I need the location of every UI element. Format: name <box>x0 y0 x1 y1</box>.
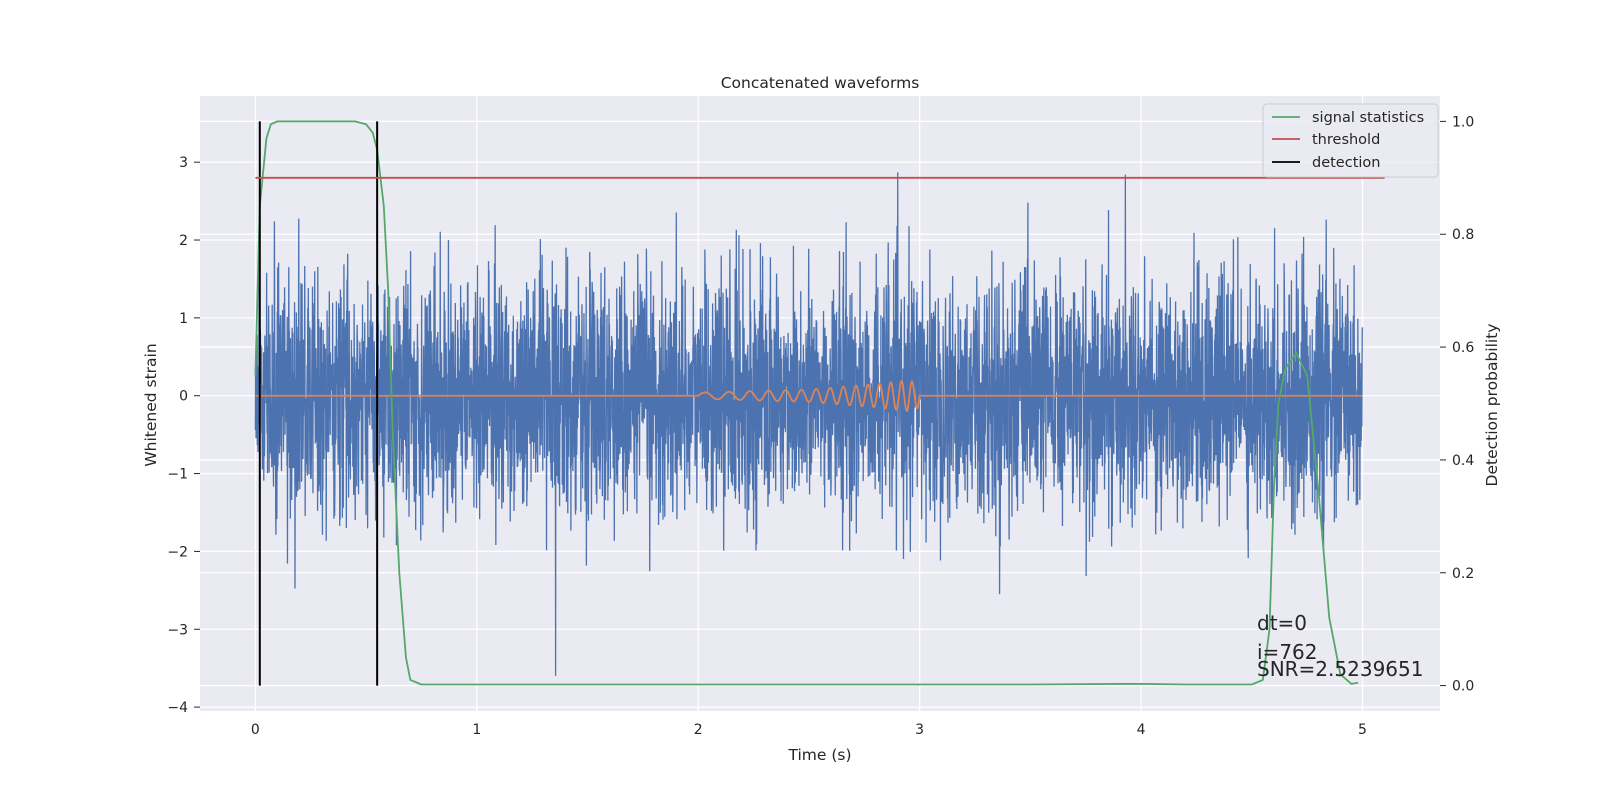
x-tick-label: 2 <box>694 722 703 738</box>
y-left-tick-label: 2 <box>179 233 188 249</box>
legend-label-threshold: threshold <box>1312 132 1380 148</box>
annotation-dt: dt=0 <box>1257 611 1307 635</box>
y-right-tick-label: 0.4 <box>1452 453 1474 469</box>
y-right-tick-label: 1.0 <box>1452 114 1474 130</box>
y-left-tick-label: −4 <box>167 700 188 716</box>
y-right-tick-label: 0.2 <box>1452 566 1474 582</box>
y-left-tick-label: −1 <box>167 467 188 483</box>
x-tick-label: 3 <box>915 722 924 738</box>
series-signal-statistics-line <box>254 120 1359 686</box>
plot-series <box>254 120 1364 686</box>
chart-title: Concatenated waveforms <box>721 74 920 92</box>
legend-label-signal-statistics: signal statistics <box>1312 110 1424 126</box>
legend-box <box>1262 103 1439 178</box>
y-right-tick-label: 0.8 <box>1452 227 1474 243</box>
annotation-index: i=762 <box>1257 640 1318 664</box>
y-axis-left-label: Whitened strain <box>142 343 160 466</box>
x-axis-label: Time (s) <box>787 746 851 764</box>
y-left-tick-label: −3 <box>167 622 188 638</box>
y-right-tick-label: 0.0 <box>1452 679 1474 695</box>
x-tick-label: 0 <box>251 722 260 738</box>
annotations: dt=0 i=762 SNR=2.5239651 <box>1257 611 1423 681</box>
y-left-tick-label: 3 <box>179 155 188 171</box>
x-tick-label: 1 <box>472 722 481 738</box>
y-right-tick-labels: 1.0 0.8 0.6 0.4 0.2 0.0 <box>1440 114 1474 695</box>
x-tick-label: 4 <box>1137 722 1146 738</box>
y-left-tick-labels: 3 2 1 0 −1 −2 −3 −4 <box>167 155 200 716</box>
annotation-snr: SNR=2.5239651 <box>1257 657 1423 681</box>
series-noise-line <box>254 172 1364 676</box>
y-left-tick-label: 1 <box>179 311 188 327</box>
y-axis-right-label: Detection probability <box>1483 324 1501 487</box>
y-left-tick-label: 0 <box>179 389 188 405</box>
x-tick-label: 5 <box>1358 722 1367 738</box>
y-left-tick-label: −2 <box>167 544 188 560</box>
x-tick-labels: 0 1 2 3 4 5 <box>251 722 1367 738</box>
legend: signal statistics threshold detection <box>1262 103 1439 178</box>
legend-label-detection: detection <box>1312 155 1380 171</box>
series-chirp-line <box>255 379 1363 413</box>
y-right-tick-label: 0.6 <box>1452 340 1474 356</box>
